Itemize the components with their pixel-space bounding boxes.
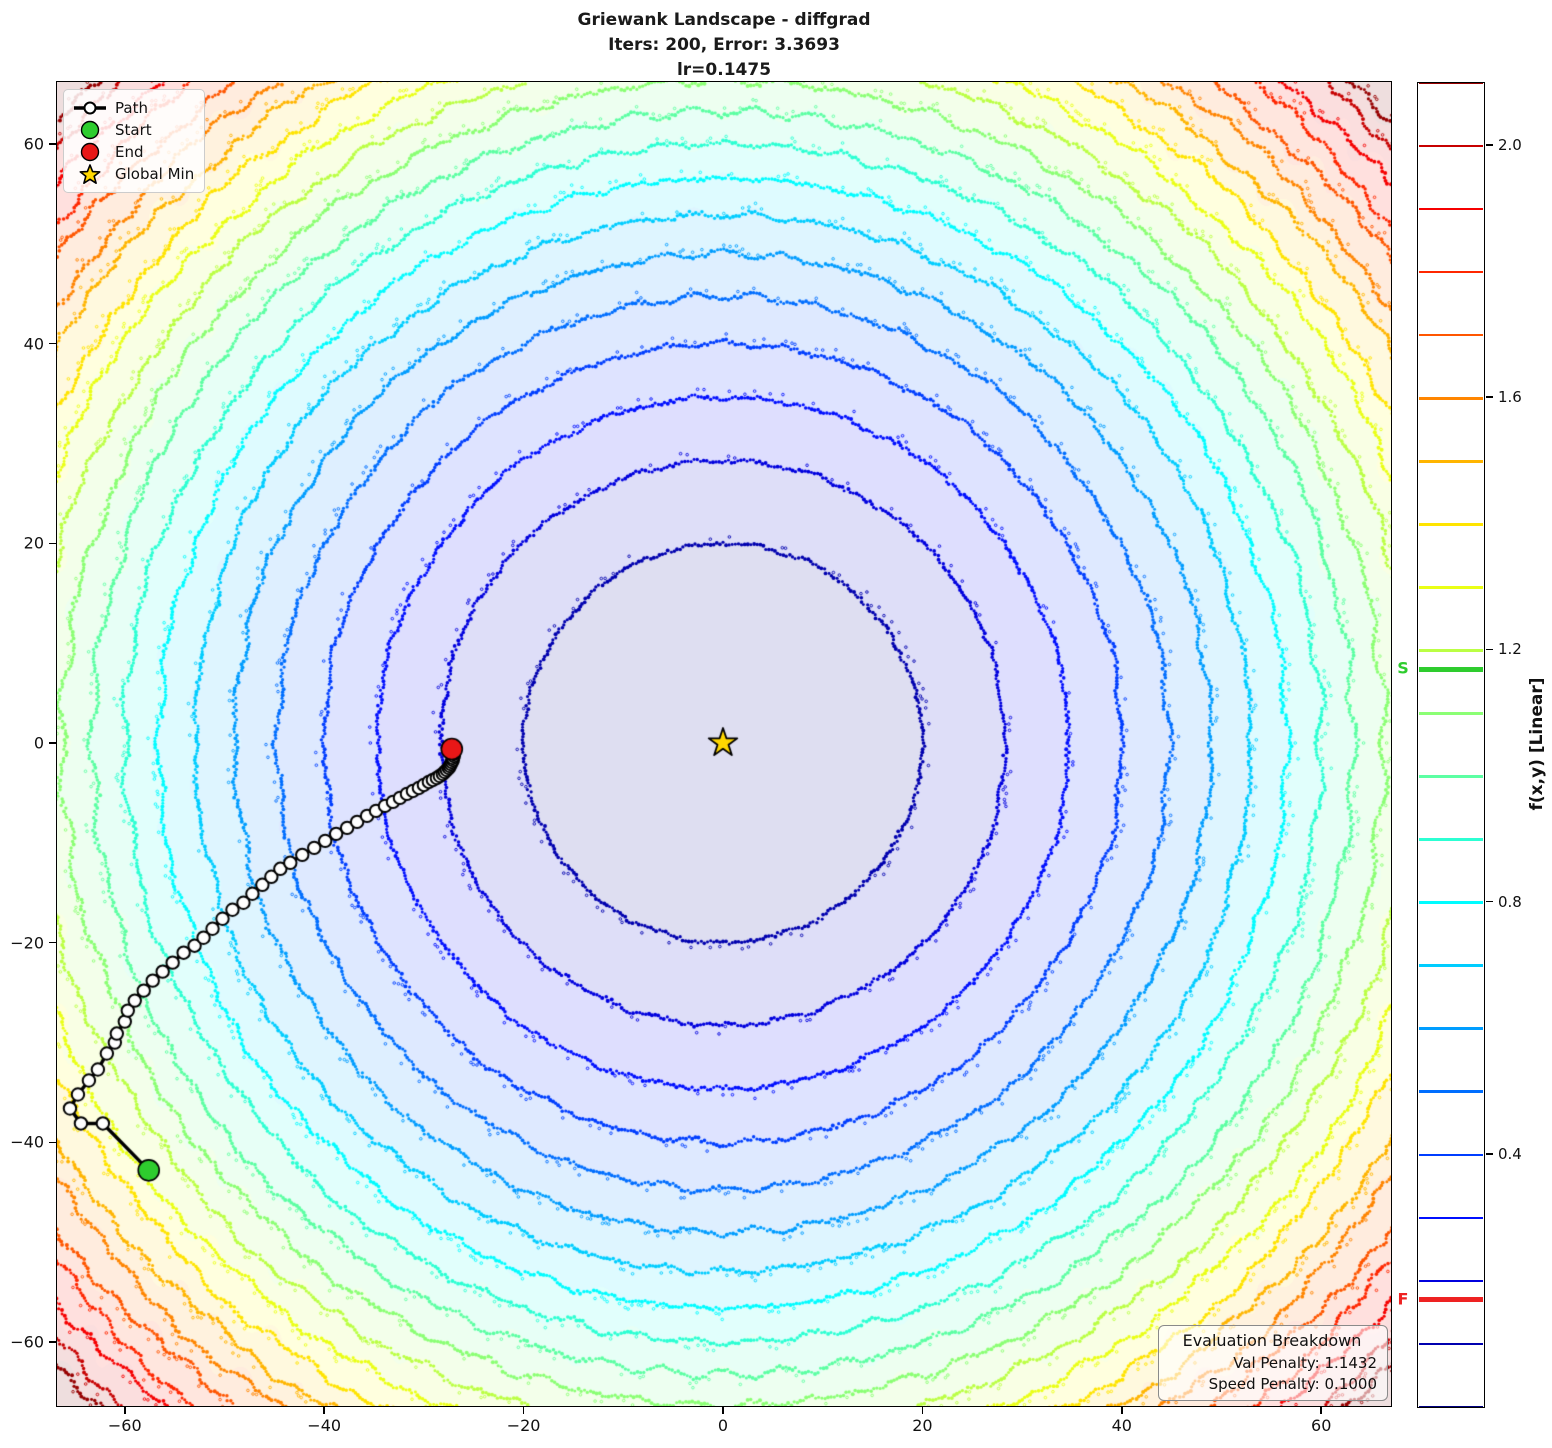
x-tick-mark [1121,1407,1123,1414]
x-tick-mark [323,1407,325,1414]
colorbar-F-marker-line [1419,1297,1483,1303]
colorbar-level-line [1419,1279,1483,1283]
colorbar-level-line [1419,901,1483,904]
colorbar-level-line [1419,459,1483,463]
x-tick-label: 40 [1111,1416,1132,1435]
colorbar-level-line [1419,586,1483,589]
colorbar-level-line [1419,396,1483,400]
contour-plot-canvas [57,82,1391,1406]
y-tick-label: −40 [10,1132,44,1152]
x-tick-label: 20 [912,1416,933,1435]
y-tick-label: 0 [33,733,44,753]
y-tick-mark [49,342,56,345]
colorbar-tick-mark [1486,900,1493,903]
y-tick-mark [49,941,56,944]
colorbar-level-line [1419,1216,1483,1220]
evaluation-breakdown-box: Evaluation Breakdown Val Penalty: 1.1432… [1158,1325,1388,1401]
legend-item-end: End [72,141,194,163]
colorbar-S-label: S [1397,658,1409,678]
y-tick-label: −20 [10,933,44,953]
chart-title-line2: Iters: 200, Error: 3.3693 [608,35,840,55]
chart-title: Griewank Landscape - diffgrad Iters: 200… [57,8,1391,83]
colorbar-level-line [1419,1090,1483,1094]
colorbar-level-line [1419,83,1483,85]
y-tick-label: 40 [23,334,44,354]
colorbar-tick-label: 0.4 [1498,1144,1522,1163]
colorbar-level-line [1419,775,1483,778]
colorbar-level-line [1419,144,1483,148]
y-tick-mark [49,143,56,145]
legend-item-path: Path [72,97,194,119]
path-line-icon [74,101,106,115]
colorbar-level-line [1419,1027,1483,1030]
colorbar-level-line [1419,838,1483,841]
x-tick-mark [1320,1407,1322,1414]
x-tick-mark [722,1407,724,1414]
colorbar-level-line [1419,1405,1483,1407]
x-tick-mark [921,1407,924,1414]
colorbar-tick-label: 2.0 [1498,136,1522,155]
x-tick-label: −20 [506,1416,541,1435]
x-tick-label: −60 [107,1416,142,1435]
colorbar-level-line [1419,712,1483,715]
legend: Path Start End Global Min [63,89,205,193]
y-tick-label: 60 [23,134,44,154]
x-tick-mark [522,1407,525,1414]
y-tick-mark [49,742,56,744]
colorbar-level-line [1419,270,1483,274]
legend-label-global-min: Global Min [115,165,195,183]
colorbar-F-label: F [1397,1289,1409,1309]
colorbar-tick-label: 1.6 [1498,388,1522,407]
colorbar-axis-label: f(x,y) [Linear] [1527,677,1547,811]
chart-title-line3: lr=0.1475 [676,60,772,80]
colorbar-level-line [1419,1342,1483,1346]
colorbar-tick-mark [1486,1153,1493,1155]
colorbar [1417,82,1485,1408]
colorbar-tick-mark [1486,648,1493,651]
legend-item-global-min: Global Min [72,163,194,185]
colorbar-tick-mark [1486,396,1493,398]
colorbar-tick-label: 1.2 [1498,640,1522,659]
colorbar-level-line [1419,523,1483,526]
speed-penalty-text: Speed Penalty: 0.1000 [1208,1375,1377,1393]
y-tick-label: −60 [10,1332,44,1352]
x-tick-mark [124,1407,126,1414]
end-marker-icon [80,142,100,162]
colorbar-level-line [1419,964,1483,967]
star-icon [79,164,101,184]
colorbar-S-marker-line [1419,666,1483,672]
val-penalty-text: Val Penalty: 1.1432 [1233,1354,1377,1372]
colorbar-level-line [1419,1153,1483,1157]
start-marker-icon [80,120,100,140]
x-tick-label: 60 [1311,1416,1332,1435]
legend-label-path: Path [115,99,148,117]
colorbar-tick-label: 0.8 [1498,892,1522,911]
colorbar-level-line [1419,207,1483,211]
colorbar-tick-mark [1486,144,1493,146]
x-tick-label: 0 [717,1416,729,1435]
y-tick-mark [49,1341,56,1343]
y-tick-mark [49,542,56,545]
x-tick-label: −40 [307,1416,342,1435]
y-tick-label: 20 [23,533,44,553]
legend-item-start: Start [72,119,194,141]
legend-label-end: End [115,143,144,161]
evaluation-breakdown-title: Evaluation Breakdown [1182,1331,1362,1350]
chart-title-line1: Griewank Landscape - diffgrad [577,10,871,30]
y-tick-mark [49,1141,56,1144]
legend-label-start: Start [115,121,152,139]
colorbar-level-line [1419,649,1483,652]
colorbar-level-line [1419,333,1483,337]
